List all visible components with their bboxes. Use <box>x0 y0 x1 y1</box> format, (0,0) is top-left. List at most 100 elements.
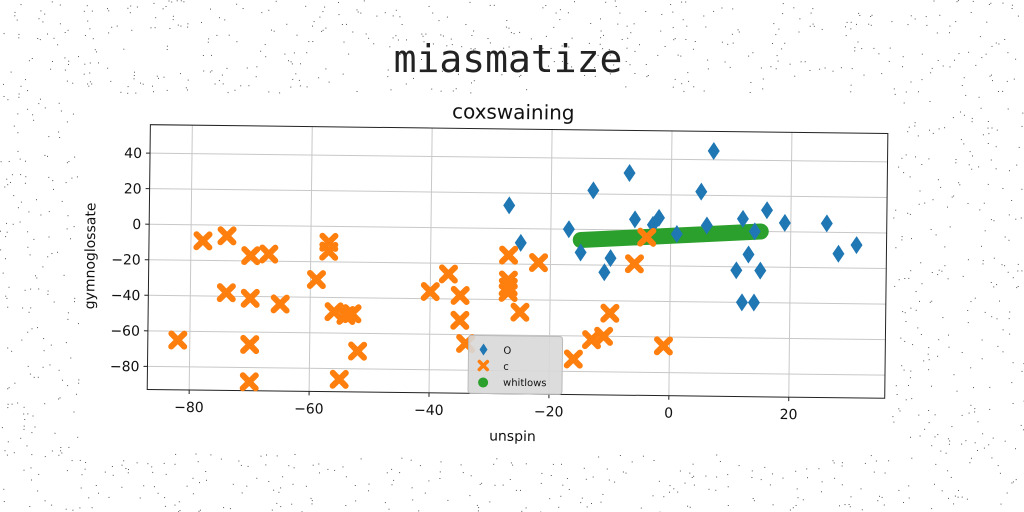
noise-dot <box>990 219 992 221</box>
noise-dot <box>910 307 912 309</box>
noise-dot <box>992 437 994 439</box>
noise-dot <box>953 503 955 505</box>
noise-dot <box>67 215 69 217</box>
noise-dot <box>14 15 16 17</box>
noise-dot <box>19 221 21 223</box>
x-point <box>193 231 213 251</box>
noise-dot <box>64 69 66 71</box>
y-tick-labels: −80 −60 −40 −20 0 20 40 <box>110 146 142 375</box>
noise-dot <box>136 462 138 464</box>
noise-dot <box>963 77 965 79</box>
noise-dot <box>3 96 5 97</box>
noise-dot <box>552 463 554 465</box>
noise-dot <box>32 415 34 417</box>
noise-dot <box>47 256 49 258</box>
noise-dot <box>162 8 164 10</box>
noise-dot <box>669 491 670 493</box>
noise-dot <box>908 277 910 279</box>
noise-dot <box>38 473 40 475</box>
noise-dot <box>180 25 182 27</box>
noise-dot <box>851 68 853 70</box>
diamond-point <box>604 249 617 268</box>
noise-dot <box>172 15 174 17</box>
noise-dot <box>1008 239 1010 241</box>
noise-dot <box>1009 170 1010 172</box>
noise-dot <box>606 468 608 470</box>
noise-dot <box>917 135 919 137</box>
noise-dot <box>960 111 961 113</box>
noise-dot <box>566 69 568 71</box>
noise-dot <box>104 471 106 473</box>
noise-dot <box>305 485 307 487</box>
noise-dot <box>19 158 21 160</box>
noise-dot <box>183 1 185 3</box>
noise-dot <box>567 12 569 14</box>
noise-dot <box>223 507 225 509</box>
noise-dot <box>166 89 168 91</box>
noise-dot <box>256 477 258 479</box>
diamond-point <box>587 181 600 200</box>
noise-dot <box>406 39 407 41</box>
noise-dot <box>294 454 296 455</box>
noise-dot <box>685 1 687 3</box>
noise-dot <box>67 29 69 31</box>
noise-dot <box>236 41 238 43</box>
noise-dot <box>421 33 423 35</box>
noise-dot <box>308 41 310 43</box>
noise-dot <box>512 464 514 466</box>
noise-dot <box>83 73 85 75</box>
x-point <box>347 341 368 361</box>
noise-dot <box>895 385 897 387</box>
noise-dot <box>935 463 937 465</box>
noise-dot <box>924 428 926 430</box>
noise-dot <box>33 376 35 378</box>
noise-dot <box>23 425 25 427</box>
x-point <box>450 285 470 306</box>
noise-dot <box>501 74 503 76</box>
x-point <box>259 244 279 264</box>
noise-dot <box>921 53 923 55</box>
noise-dot <box>23 406 25 408</box>
noise-dot <box>136 6 138 8</box>
noise-dot <box>691 477 693 478</box>
noise-dot <box>20 201 22 203</box>
noise-dot <box>470 475 472 477</box>
noise-dot <box>352 31 354 33</box>
noise-dot <box>713 10 715 12</box>
noise-dot <box>898 166 900 168</box>
noise-dot <box>930 72 932 74</box>
noise-dot <box>508 46 510 48</box>
legend-diamond-icon <box>479 343 488 356</box>
diamond-point <box>623 164 636 183</box>
noise-dot <box>123 460 125 462</box>
legend-box <box>467 334 564 395</box>
noise-dot <box>968 164 970 166</box>
noise-dot <box>707 59 709 61</box>
noise-dot <box>268 481 270 482</box>
noise-dot <box>969 151 971 153</box>
noise-dot <box>670 4 672 5</box>
noise-dot <box>819 68 821 70</box>
noise-dot <box>48 211 50 213</box>
noise-dot <box>729 66 731 68</box>
noise-dot <box>972 0 974 2</box>
noise-dot <box>1012 277 1014 279</box>
noise-dot <box>905 91 907 93</box>
noise-dot <box>476 504 478 506</box>
noise-dot <box>186 485 188 487</box>
noise-dot <box>724 61 726 63</box>
noise-dot <box>192 477 194 479</box>
noise-dot <box>389 46 391 48</box>
noise-dot <box>76 176 78 178</box>
noise-dot <box>43 338 45 340</box>
noise-dot <box>526 57 528 59</box>
noise-dot <box>645 11 647 12</box>
noise-dot <box>859 15 861 16</box>
noise-dot <box>971 121 973 123</box>
noise-dot <box>44 403 46 405</box>
noise-dot <box>172 19 174 21</box>
noise-dot <box>955 162 957 164</box>
noise-dot <box>967 322 969 324</box>
diamond-point <box>503 196 516 215</box>
noise-dot <box>185 87 187 89</box>
